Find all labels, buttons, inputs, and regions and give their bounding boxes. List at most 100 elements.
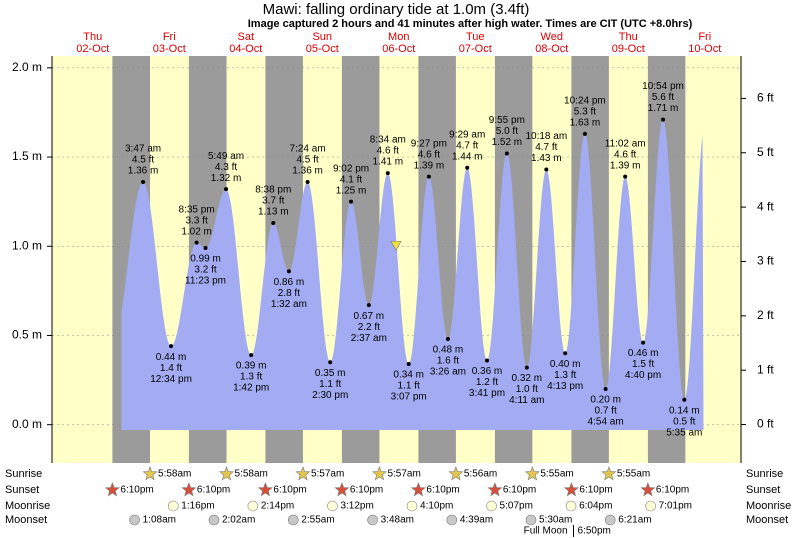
extreme-point [194, 240, 199, 245]
moonset-icon [367, 514, 378, 526]
moonrise-icon [645, 500, 656, 512]
row-label: Sunset [5, 484, 39, 496]
extreme-height-label: 0.99 m [190, 254, 221, 265]
y2-tick-label: 3 ft [757, 254, 774, 268]
sunrise-icon [601, 466, 617, 481]
day-name: Fri [698, 31, 711, 43]
moonset-icon [208, 514, 220, 526]
extreme-ft: 3.7 ft [262, 196, 284, 207]
extreme-time: 5:35 am [666, 427, 702, 438]
extreme-ft: 2.8 ft [278, 288, 300, 299]
extreme-time: 11:23 pm [185, 276, 226, 287]
sunset-time: 6:10pm [656, 485, 689, 496]
extreme-ft: 4.1 ft [340, 174, 362, 185]
moonrise-icon [167, 500, 179, 512]
extreme-ft: 4.7 ft [535, 142, 557, 153]
row-label: Moonset [5, 514, 47, 526]
row-label: Moonset [746, 514, 788, 526]
extreme-point [426, 174, 431, 179]
day-date: 03-Oct [153, 43, 186, 55]
sunset-time: 6:10pm [503, 485, 536, 496]
sunset-time: 6:10pm [197, 485, 230, 496]
moonrise-time: 3:12pm [340, 501, 373, 512]
extreme-time: 3:41 pm [469, 388, 505, 399]
extreme-height-label: 0.46 m [628, 348, 659, 359]
row-label: Sunrise [746, 468, 783, 480]
extreme-point [484, 358, 489, 363]
extreme-ft: 3.3 ft [185, 215, 207, 226]
day-date: 05-Oct [306, 43, 339, 55]
y-tick-label: 2.0 m [12, 60, 42, 74]
extreme-point [682, 397, 687, 402]
extreme-time: 8:35 pm [179, 204, 215, 215]
day-name: Thu [83, 31, 102, 43]
extreme-ft: 5.6 ft [652, 92, 674, 103]
day-name: Sun [312, 31, 332, 43]
extreme-ft: 4.3 ft [215, 162, 237, 173]
sunset-icon [257, 482, 273, 497]
row-label: Sunrise [5, 468, 42, 480]
moonset-icon [129, 514, 140, 526]
extreme-height-label: 1.39 m [414, 160, 445, 171]
extreme-time: 1:42 pm [233, 383, 269, 394]
day-date: 07-Oct [459, 43, 492, 55]
extreme-ft: 4.6 ft [418, 149, 440, 160]
sunrise-icon [295, 466, 311, 481]
extreme-height-label: 0.35 m [315, 368, 346, 379]
day-date: 08-Oct [535, 43, 568, 55]
day-name: Tue [466, 31, 485, 43]
extreme-ft: 1.1 ft [319, 379, 341, 390]
extreme-time: 10:54 pm [642, 81, 684, 92]
extreme-point [582, 131, 587, 136]
chart-title: Mawi: falling ordinary tide at 1.0m (3.4… [263, 1, 530, 18]
extreme-point [328, 360, 333, 365]
extreme-ft: 5.0 ft [496, 126, 518, 137]
moonset-time: 6:21am [618, 515, 651, 526]
extreme-time: 9:27 pm [411, 138, 447, 149]
tide-area [121, 119, 704, 431]
sunrise-icon [142, 466, 158, 481]
chart-subtitle: Image captured 2 hours and 41 minutes af… [248, 18, 693, 30]
extreme-time: 4:40 pm [625, 370, 661, 381]
moonrise-icon [406, 500, 418, 512]
extreme-height-label: 1.36 m [128, 166, 159, 177]
sunset-time: 6:10pm [579, 485, 612, 496]
sunset-icon [181, 482, 197, 497]
extreme-height-label: 1.63 m [570, 117, 601, 128]
row-label: Moonrise [746, 500, 791, 512]
sunset-icon [334, 482, 350, 497]
extreme-time: 10:18 am [525, 131, 567, 142]
moonrise-icon [247, 500, 259, 512]
sunset-time: 6:10pm [426, 485, 459, 496]
extreme-ft: 5.3 ft [574, 106, 596, 117]
extreme-ft: 1.2 ft [476, 377, 498, 388]
extreme-height-label: 0.40 m [550, 359, 581, 370]
moonset-time: 1:08am [143, 515, 176, 526]
extreme-height-label: 1.32 m [211, 173, 242, 184]
y2-tick-label: 4 ft [757, 199, 774, 213]
extreme-point [406, 362, 411, 367]
extreme-point [224, 187, 229, 192]
extreme-point [524, 365, 529, 370]
extreme-point [385, 171, 390, 176]
extreme-ft: 4.6 ft [614, 149, 636, 160]
extreme-point [305, 180, 310, 185]
extreme-height-label: 0.14 m [669, 405, 700, 416]
extreme-height-label: 0.34 m [393, 370, 424, 381]
moonrise-icon [486, 500, 497, 512]
extreme-time: 7:24 am [290, 144, 326, 155]
extreme-time: 8:38 pm [255, 185, 291, 196]
extreme-ft: 4.5 ft [296, 155, 318, 166]
moonset-time: 2:55am [301, 515, 334, 526]
extreme-point [660, 117, 665, 122]
day-date: 09-Oct [612, 43, 645, 55]
row-label: Sunset [746, 484, 780, 496]
moonset-icon [446, 514, 458, 526]
extreme-point [141, 180, 146, 185]
moonset-icon [604, 514, 616, 526]
extreme-ft: 4.7 ft [456, 140, 478, 151]
extreme-point [445, 337, 450, 342]
day-name: Sat [237, 31, 254, 43]
extreme-height-label: 1.43 m [531, 153, 562, 164]
extreme-height-label: 1.52 m [492, 137, 523, 148]
